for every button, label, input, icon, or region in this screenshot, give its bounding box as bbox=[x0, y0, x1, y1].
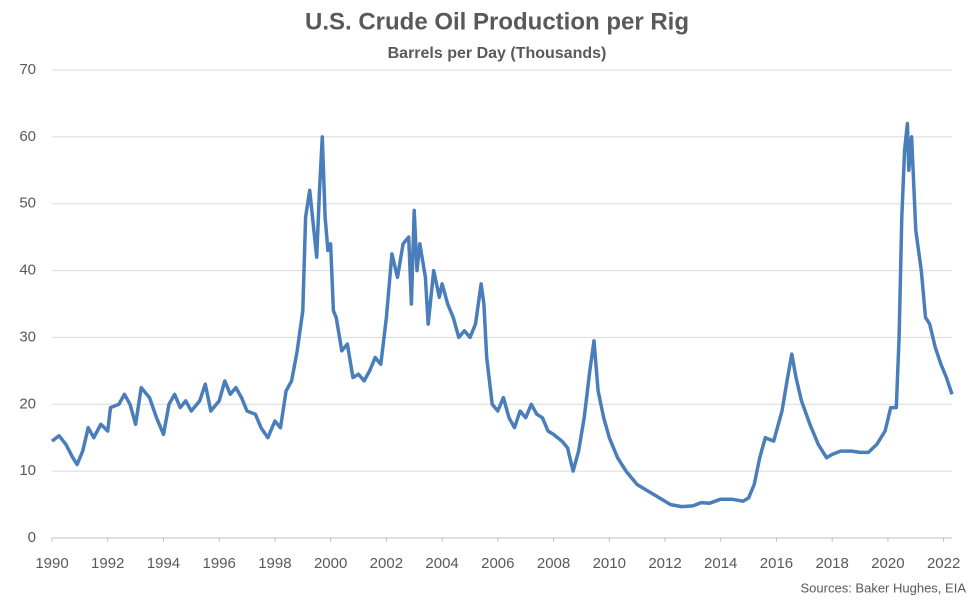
x-tick-label: 2000 bbox=[314, 555, 347, 572]
chart-title: U.S. Crude Oil Production per Rig bbox=[305, 8, 689, 35]
x-tick-label: 2002 bbox=[370, 555, 403, 572]
x-tick-label: 2016 bbox=[760, 555, 793, 572]
y-tick-label: 60 bbox=[19, 128, 36, 145]
y-tick-label: 50 bbox=[19, 195, 36, 212]
chart-subtitle: Barrels per Day (Thousands) bbox=[388, 45, 607, 62]
x-tick-label: 2004 bbox=[425, 555, 458, 572]
x-tick-label: 1996 bbox=[202, 555, 235, 572]
y-tick-label: 70 bbox=[19, 61, 36, 78]
x-tick-label: 2020 bbox=[871, 555, 904, 572]
x-tick-label: 2022 bbox=[927, 555, 960, 572]
x-tick-label: 2014 bbox=[704, 555, 737, 572]
x-tick-label: 2006 bbox=[481, 555, 514, 572]
y-tick-label: 20 bbox=[19, 395, 36, 412]
x-tick-label: 1998 bbox=[258, 555, 291, 572]
x-tick-label: 1992 bbox=[91, 555, 124, 572]
x-tick-label: 1990 bbox=[35, 555, 68, 572]
y-tick-label: 40 bbox=[19, 262, 36, 279]
x-tick-label: 2012 bbox=[648, 555, 681, 572]
y-tick-label: 10 bbox=[19, 462, 36, 479]
x-tick-label: 2008 bbox=[537, 555, 570, 572]
x-tick-label: 2010 bbox=[593, 555, 626, 572]
y-tick-label: 0 bbox=[28, 529, 36, 546]
data-line bbox=[50, 121, 954, 509]
x-tick-label: 2018 bbox=[815, 555, 848, 572]
y-tick-label: 30 bbox=[19, 328, 36, 345]
source-note: Sources: Baker Hughes, EIA bbox=[801, 580, 967, 595]
x-tick-label: 1994 bbox=[147, 555, 180, 572]
